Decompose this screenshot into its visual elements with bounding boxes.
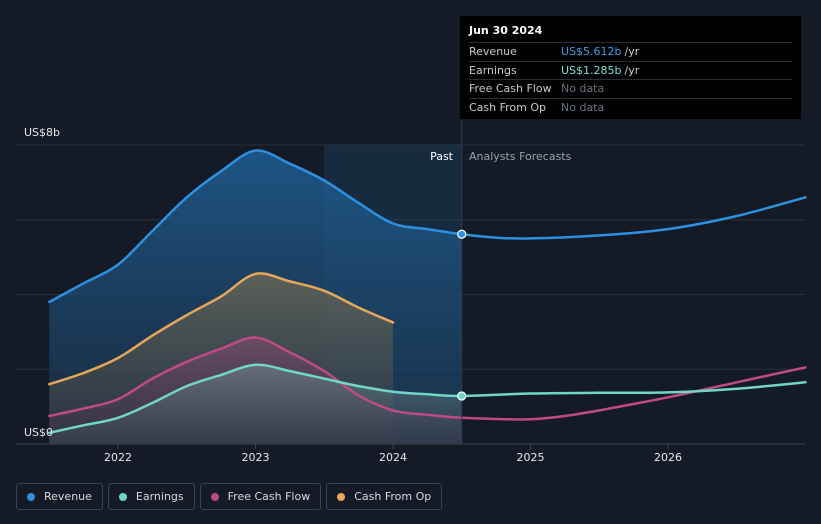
x-tick-label: 2023: [242, 451, 270, 464]
tooltip-row-free-cash-flow: Free Cash Flow No data: [469, 79, 792, 98]
marker-revenue: [457, 229, 467, 239]
tooltip-label: Earnings: [469, 63, 517, 77]
series-line-earnings: [48, 363, 807, 435]
x-tick-label: 2025: [517, 451, 545, 464]
tooltip-value: US$5.612b: [561, 45, 622, 58]
tooltip-label: Revenue: [469, 45, 517, 58]
legend-label: Earnings: [135, 490, 184, 503]
area-earnings: [49, 364, 462, 444]
forecast-label: Analysts Forecasts: [469, 150, 572, 163]
marker-earnings: [457, 391, 467, 401]
legend-dot-icon: [210, 492, 219, 501]
tooltip-value: No data: [561, 100, 605, 114]
past-label: Past: [430, 150, 454, 163]
tooltip-row-earnings: Earnings US$1.285b /yr: [469, 60, 792, 80]
series-line-revenue: [48, 149, 807, 304]
tooltip-label: Free Cash Flow: [469, 82, 552, 95]
x-tick-label: 2022: [104, 451, 132, 464]
legend-item-cash-from-op[interactable]: Cash From Op: [326, 483, 443, 510]
legend-dot-icon: [27, 492, 35, 501]
x-tick-label: 2026: [654, 451, 682, 464]
legend-item-earnings[interactable]: Earnings: [107, 483, 195, 510]
series-line-free-cash-flow: [48, 336, 807, 421]
y-axis-bottom-label: US$0: [24, 426, 53, 439]
tooltip-unit: /yr: [624, 45, 640, 58]
legend-dot-icon: [118, 492, 127, 501]
legend-dot-icon: [337, 492, 346, 501]
legend-item-free-cash-flow[interactable]: Free Cash Flow: [199, 483, 322, 510]
tooltip-value: US$1.285b: [561, 63, 622, 77]
series-line-cash-from-op: [48, 272, 395, 386]
y-axis-top-label: US$8b: [24, 126, 60, 139]
chart-legend: Revenue Earnings Free Cash Flow Cash Fro…: [16, 483, 443, 510]
tooltip-label: Cash From Op: [469, 100, 547, 114]
tooltip-row-cash-from-op: Cash From Op No data: [469, 97, 792, 117]
legend-item-revenue[interactable]: Revenue: [16, 483, 103, 510]
data-tooltip: Jun 30 2024 Revenue US$5.612b /yr Earnin…: [460, 16, 801, 119]
x-tick-label: 2024: [379, 451, 407, 464]
tooltip-unit: /yr: [624, 63, 640, 77]
legend-label: Free Cash Flow: [227, 490, 311, 503]
legend-label: Cash From Op: [354, 490, 432, 503]
tooltip-row-revenue: Revenue US$5.612b /yr: [469, 42, 792, 61]
tooltip-value: No data: [561, 82, 605, 95]
legend-label: Revenue: [44, 490, 92, 503]
tooltip-date: Jun 30 2024: [469, 24, 543, 37]
